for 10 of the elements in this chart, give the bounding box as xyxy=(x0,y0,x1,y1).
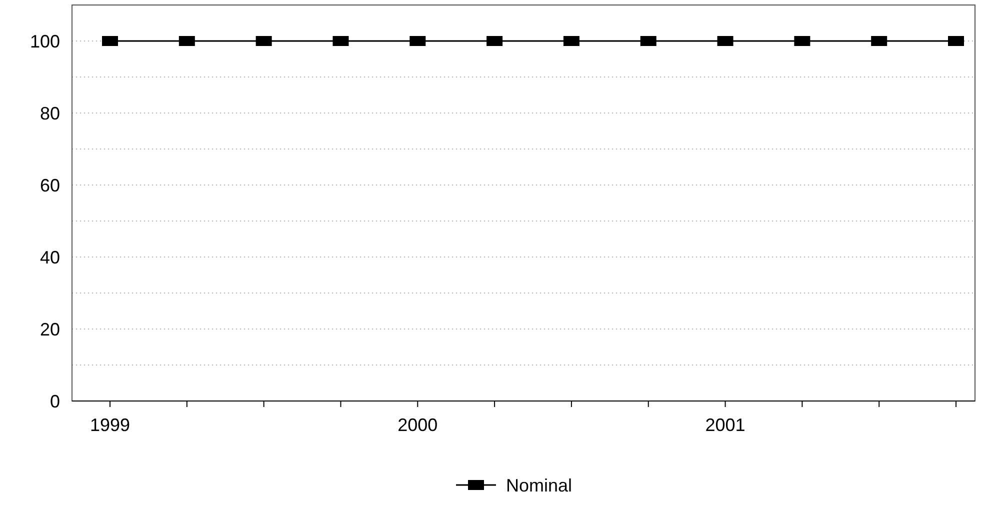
y-tick-label: 40 xyxy=(40,247,60,268)
y-tick-label: 60 xyxy=(40,175,60,196)
legend-label: Nominal xyxy=(506,475,572,496)
x-tick-label: 2001 xyxy=(705,414,746,435)
x-tick-label: 1999 xyxy=(90,414,130,435)
x-tick-label: 2000 xyxy=(398,414,438,435)
y-tick-label: 80 xyxy=(40,103,60,124)
y-tick-label: 20 xyxy=(40,319,60,340)
y-tick-label: 0 xyxy=(50,391,60,412)
y-tick-label: 100 xyxy=(30,31,60,52)
